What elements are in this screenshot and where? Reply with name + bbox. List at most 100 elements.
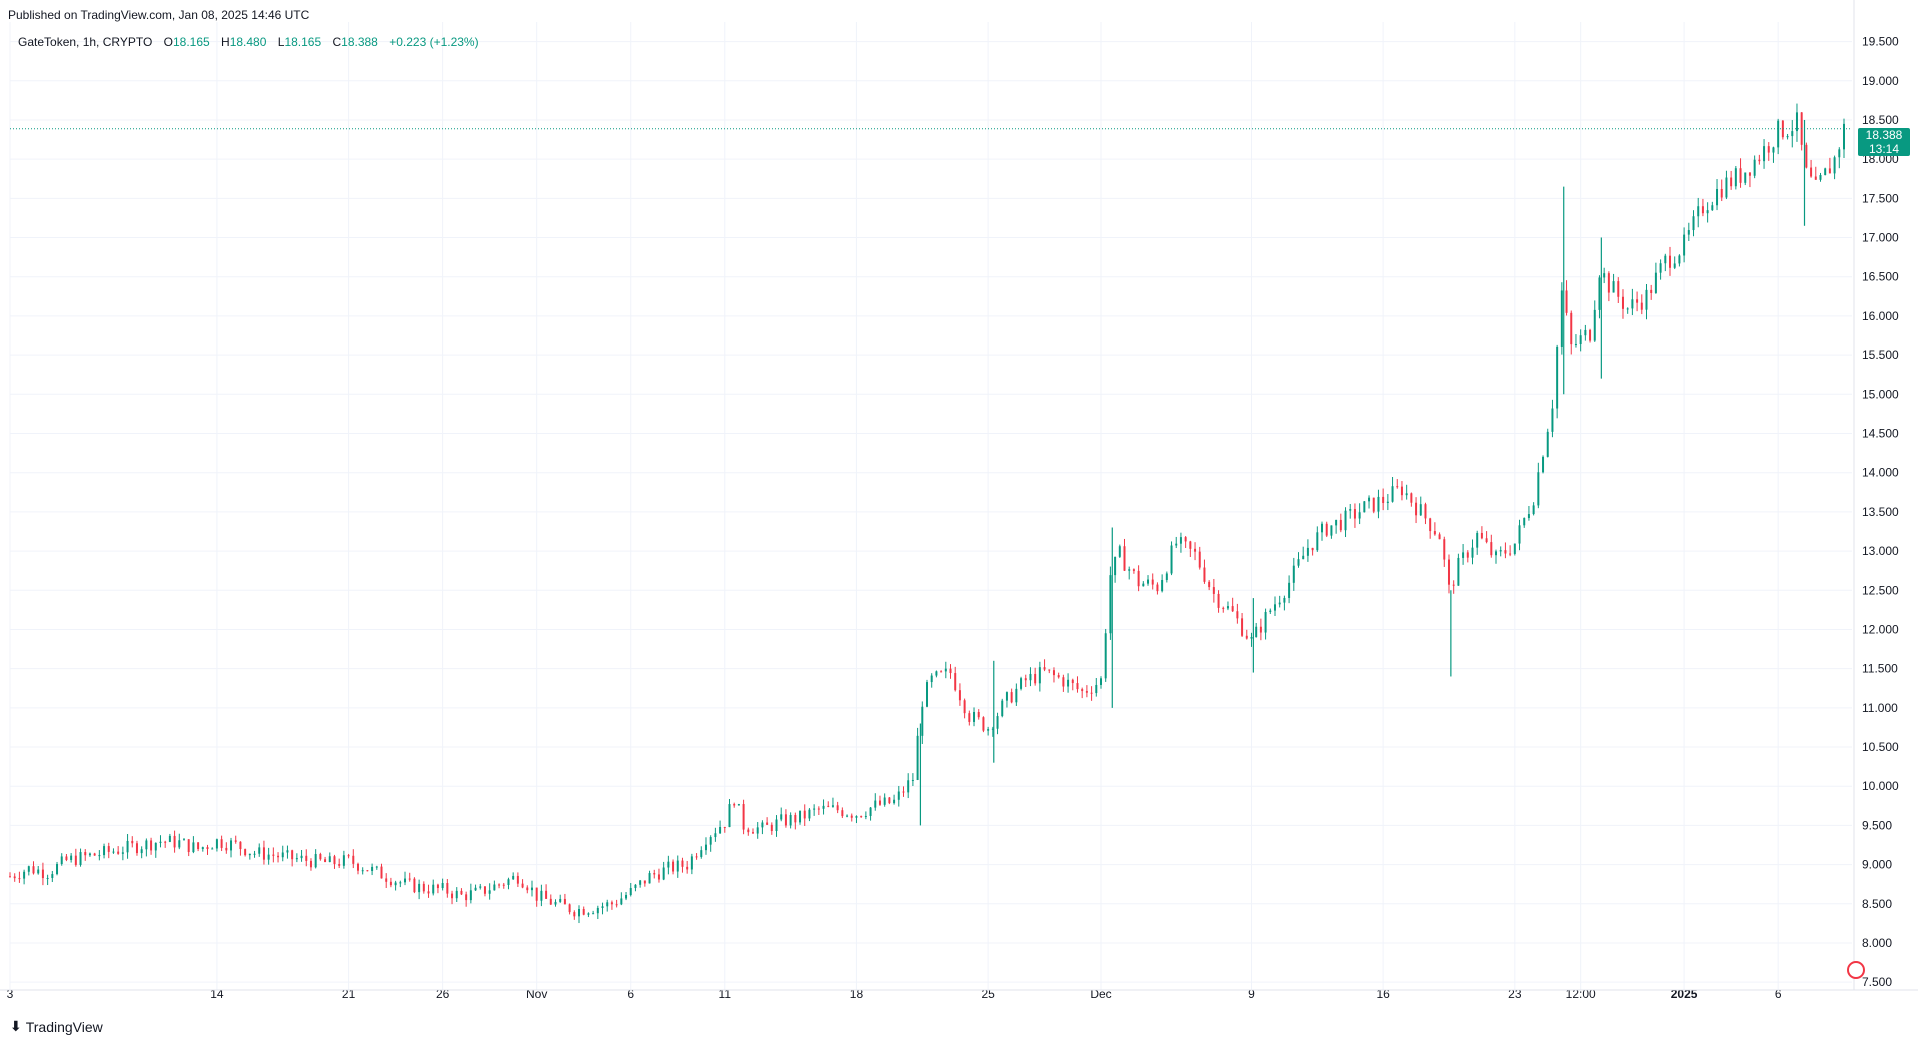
candle-body	[432, 884, 435, 894]
candle-body	[1151, 579, 1154, 585]
candle-body	[502, 884, 505, 886]
x-tick-label: 18	[850, 987, 864, 1001]
candle-body	[1490, 542, 1493, 556]
candle-body	[1683, 234, 1686, 256]
candle-body	[211, 848, 214, 850]
candle-body	[1758, 159, 1761, 162]
candle-body	[1128, 569, 1131, 571]
y-tick-label: 17.000	[1862, 231, 1899, 245]
symbol-name[interactable]: GateToken, 1h, CRYPTO	[18, 35, 153, 49]
candle-body	[1104, 633, 1107, 679]
candle-body	[1311, 547, 1314, 551]
x-tick-label: 6	[1775, 987, 1782, 1001]
candle-body	[230, 840, 233, 851]
y-tick-label: 15.500	[1862, 348, 1899, 362]
candle-body	[620, 898, 623, 905]
candle-body	[897, 791, 900, 800]
candle-body	[954, 673, 957, 691]
candle-body	[813, 808, 816, 810]
candle-body	[1678, 255, 1681, 264]
candle-body	[493, 884, 496, 891]
candle-body	[295, 858, 298, 860]
candle-body	[498, 884, 501, 886]
candle-body	[549, 898, 552, 905]
candle-body	[991, 728, 994, 730]
economic-event-icon[interactable]	[1847, 961, 1865, 979]
candle-body	[803, 810, 806, 819]
candle-body	[37, 869, 40, 874]
candle-body	[1339, 519, 1342, 531]
candle-body	[1833, 157, 1836, 174]
x-tick-label: 9	[1248, 987, 1255, 1001]
candle-body	[352, 855, 355, 864]
candle-body	[780, 814, 783, 820]
candle-body	[319, 854, 322, 860]
candle-body	[1372, 497, 1375, 512]
candle-body	[643, 880, 646, 884]
candle-body	[1156, 584, 1159, 592]
x-tick-label: Nov	[526, 987, 547, 1001]
candle-body	[634, 884, 637, 888]
candle-body	[253, 853, 256, 855]
candle-body	[1626, 308, 1629, 310]
y-tick-label: 16.000	[1862, 309, 1899, 323]
candle-body	[488, 890, 491, 894]
candle-body	[1810, 167, 1813, 177]
candle-body	[1147, 579, 1150, 584]
candle-body	[799, 810, 802, 823]
candle-body	[234, 840, 237, 842]
candle-body	[930, 675, 933, 683]
candle-body	[60, 856, 63, 865]
last-price-value: 18.388	[1865, 128, 1903, 142]
candle-body	[1222, 607, 1225, 609]
candle-body	[568, 904, 571, 913]
candle-body	[1706, 210, 1709, 214]
x-axis: 3 14 21 26 Nov 6 11 18 25 Dec 9 16 23 12:00 2025 6	[0, 987, 1918, 1001]
candle-body	[512, 875, 515, 880]
candle-body	[1132, 569, 1135, 571]
candle-body	[916, 735, 919, 781]
candle-body	[267, 854, 270, 860]
y-tick-label: 14.000	[1862, 466, 1899, 480]
candle-body	[1725, 177, 1728, 198]
candle-body	[846, 815, 849, 817]
candle-body	[371, 866, 374, 871]
candle-body	[1321, 523, 1324, 533]
candle-body	[1415, 502, 1418, 516]
candle-body	[262, 847, 265, 860]
candle-body	[507, 879, 510, 886]
candle-body	[672, 861, 675, 872]
candle-body	[1203, 567, 1206, 582]
candle-body	[1593, 309, 1596, 341]
candle-body	[639, 880, 642, 885]
candle-body	[728, 804, 731, 828]
candle-body	[1589, 329, 1592, 341]
candle-body	[1617, 281, 1620, 297]
candle-body	[1090, 692, 1093, 694]
candle-body	[474, 887, 477, 891]
tradingview-logo-icon: ⬇︎	[10, 1018, 22, 1034]
x-tick-label: Dec	[1090, 987, 1111, 1001]
candle-body	[112, 851, 115, 853]
candle-body	[469, 890, 472, 901]
change-value: +0.223 (+1.23%)	[389, 35, 479, 49]
candle-body	[1560, 290, 1563, 347]
candle-body	[1363, 501, 1366, 513]
candle-body	[107, 846, 110, 852]
low-value: 18.165	[284, 35, 322, 49]
candle-body	[888, 797, 891, 804]
candle-body	[168, 835, 171, 842]
candle-body	[154, 842, 157, 851]
candle-body	[314, 854, 317, 868]
candle-body	[1509, 553, 1512, 555]
candle-body	[1264, 611, 1267, 633]
candle-body	[1048, 669, 1051, 671]
candle-body	[1349, 509, 1352, 511]
tradingview-logo[interactable]: ⬇︎ TradingView	[10, 1018, 103, 1035]
candle-body	[366, 870, 369, 872]
candle-body	[1720, 188, 1723, 198]
candle-body	[766, 822, 769, 825]
candle-body	[559, 898, 562, 902]
candle-body	[733, 804, 736, 806]
